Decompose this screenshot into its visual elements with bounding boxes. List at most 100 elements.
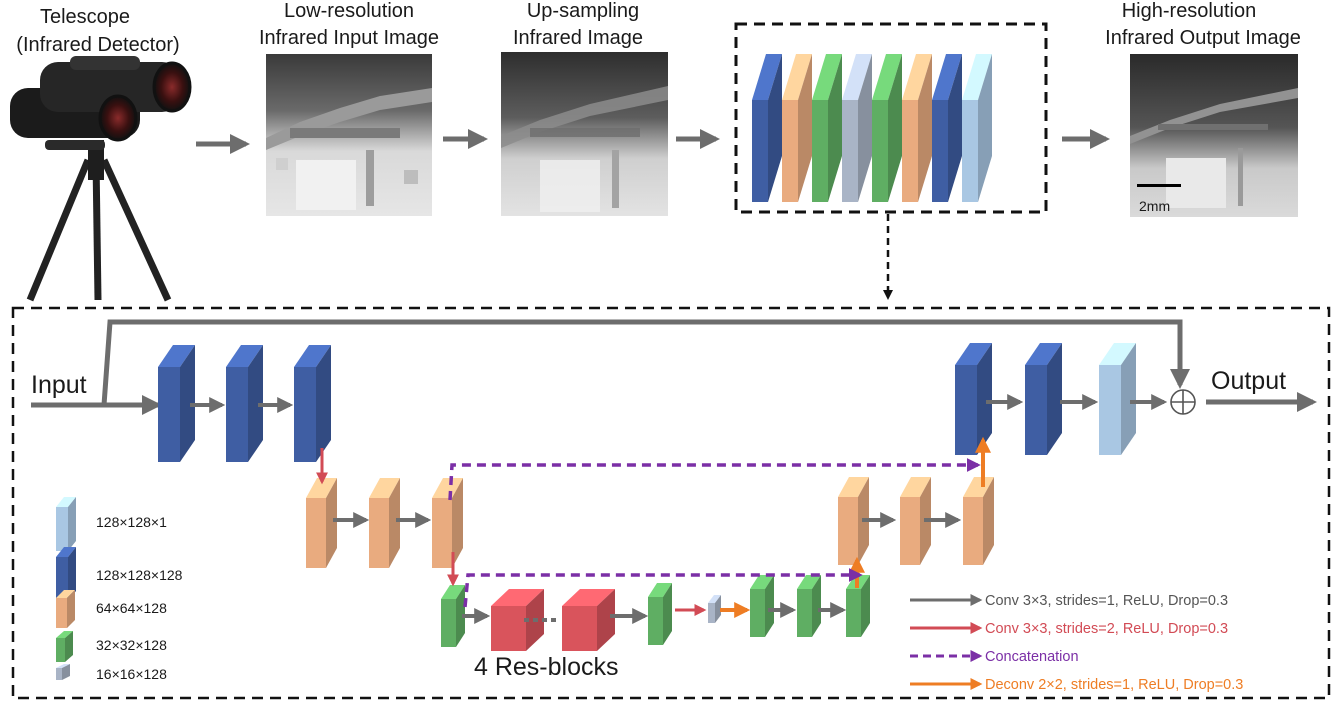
block-front-face <box>56 598 67 628</box>
block-top-face <box>491 589 544 606</box>
network-summary-box <box>734 22 1048 214</box>
block-front-face <box>648 597 663 645</box>
feature-map-64x64x128 <box>306 478 337 568</box>
block-top-face <box>56 497 76 507</box>
feature-map-16x16x128 <box>708 595 721 623</box>
block-side-face <box>452 478 463 568</box>
block-side-face <box>888 54 902 202</box>
block-front-face <box>962 100 978 202</box>
block-top-face <box>441 585 465 599</box>
block-side-face <box>663 583 672 645</box>
block-side-face <box>798 54 812 202</box>
legend-size-label: 128×128×128 <box>96 567 183 583</box>
upsampled-infrared-image <box>501 52 668 216</box>
stack-layer <box>902 54 932 202</box>
block-top-face <box>842 54 872 100</box>
block-front-face <box>963 497 983 565</box>
legend-size-label: 64×64×128 <box>96 600 167 616</box>
block-top-face <box>750 575 774 589</box>
stack-layer <box>932 54 962 202</box>
scale-bar-label: 2mm <box>1139 198 1170 214</box>
skip-concat-arrow <box>463 568 863 608</box>
block-top-face <box>158 345 195 367</box>
block-side-face <box>918 54 932 202</box>
block-top-face <box>962 54 992 100</box>
layer-stack <box>752 54 992 202</box>
block-side-face <box>812 575 821 637</box>
block-top-face <box>708 595 721 603</box>
input-label: Input <box>31 371 87 399</box>
block-side-face <box>1121 343 1136 455</box>
block-top-face <box>752 54 782 100</box>
block-top-face <box>56 590 75 598</box>
block-front-face <box>812 100 828 202</box>
block-top-face <box>838 477 869 497</box>
block-front-face <box>782 100 798 202</box>
stack-layer <box>782 54 812 202</box>
block-front-face <box>562 606 597 651</box>
block-front-face <box>872 100 888 202</box>
block-side-face <box>65 631 73 662</box>
block-top-face <box>369 478 400 498</box>
block-top-face <box>872 54 902 100</box>
highres-caption-line1: High-resolution <box>1122 0 1257 22</box>
block-top-face <box>294 345 331 367</box>
feature-map-32x32x128 <box>846 575 870 637</box>
block-front-face <box>902 100 918 202</box>
feature-map-128x128x128 <box>158 345 195 462</box>
block-front-face <box>158 367 180 462</box>
block-top-face <box>306 478 337 498</box>
block-front-face <box>226 367 248 462</box>
block-front-face <box>491 606 526 651</box>
block-front-face <box>56 507 68 551</box>
feature-map-32x32x128 <box>750 575 774 637</box>
block-side-face <box>768 54 782 202</box>
block-top-face <box>432 478 463 498</box>
resblocks-label: 4 Res-blocks <box>474 653 619 681</box>
block-top-face <box>812 54 842 100</box>
block-side-face <box>861 575 870 637</box>
block-front-face <box>752 100 768 202</box>
legend-swatch <box>56 590 75 628</box>
block-side-face <box>715 595 721 623</box>
feature-map-128x128x128 <box>1025 343 1062 455</box>
block-front-face <box>294 367 316 462</box>
block-side-face <box>597 589 615 651</box>
feature-map-64x64x128 <box>369 478 400 568</box>
lowres-caption-line1: Low-resolution <box>284 0 414 22</box>
block-front-face <box>932 100 948 202</box>
conv-stride1-arrows <box>190 394 1168 624</box>
block-top-face <box>226 345 263 367</box>
block-side-face <box>858 54 872 202</box>
legend-swatch <box>56 664 70 680</box>
block-top-face <box>56 664 70 668</box>
block-top-face <box>1099 343 1136 365</box>
stack-layer <box>962 54 992 202</box>
upsampling-caption-line1: Up-sampling <box>527 0 639 22</box>
block-side-face <box>68 547 76 601</box>
block-top-face <box>562 589 615 606</box>
skip-concat-arrow <box>448 458 981 501</box>
global-skip-connection <box>101 319 1190 406</box>
res-block <box>562 589 615 651</box>
upsampling-caption-line2: Infrared Image <box>513 27 643 49</box>
block-front-face <box>842 100 858 202</box>
block-top-face <box>56 547 76 557</box>
block-top-face <box>1025 343 1062 365</box>
block-side-face <box>68 497 76 551</box>
lowres-infrared-image <box>266 54 432 216</box>
feature-map-64x64x128 <box>963 477 994 565</box>
stack-layer <box>872 54 902 202</box>
feature-map-32x32x128 <box>797 575 821 637</box>
feature-map-32x32x128 <box>648 583 672 645</box>
concatenation-arrows <box>448 458 981 608</box>
block-front-face <box>56 638 65 662</box>
block-side-face <box>248 345 263 462</box>
block-front-face <box>797 589 812 637</box>
block-front-face <box>306 498 326 568</box>
binocular-telescope-icon <box>10 56 192 302</box>
network-detail-box <box>11 306 1331 700</box>
legend-swatch <box>56 631 73 662</box>
block-front-face <box>838 497 858 565</box>
